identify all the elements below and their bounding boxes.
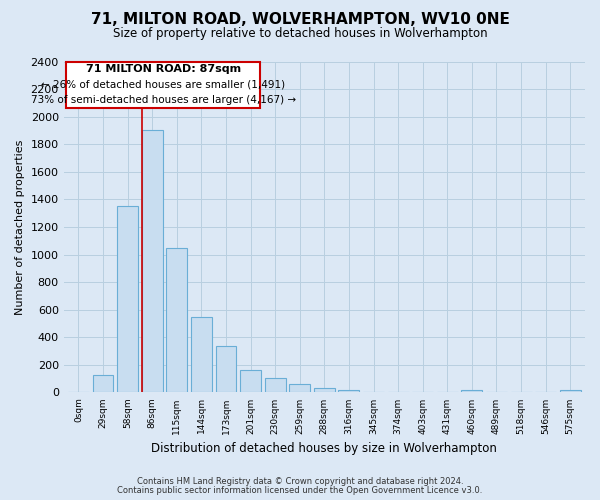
Text: Contains public sector information licensed under the Open Government Licence v3: Contains public sector information licen… [118,486,482,495]
Bar [461,390,482,392]
Text: ← 26% of detached houses are smaller (1,491): ← 26% of detached houses are smaller (1,… [41,80,286,90]
FancyBboxPatch shape [66,62,260,108]
Text: 71 MILTON ROAD: 87sqm: 71 MILTON ROAD: 87sqm [86,64,241,74]
Bar [314,388,335,392]
Bar [289,384,310,392]
Bar [338,390,359,392]
Bar [215,346,236,393]
Text: Contains HM Land Registry data © Crown copyright and database right 2024.: Contains HM Land Registry data © Crown c… [137,477,463,486]
Bar [191,316,212,392]
Text: 71, MILTON ROAD, WOLVERHAMPTON, WV10 0NE: 71, MILTON ROAD, WOLVERHAMPTON, WV10 0NE [91,12,509,28]
Bar [265,378,286,392]
Bar [142,130,163,392]
Text: 73% of semi-detached houses are larger (4,167) →: 73% of semi-detached houses are larger (… [31,94,296,104]
Text: Size of property relative to detached houses in Wolverhampton: Size of property relative to detached ho… [113,28,487,40]
X-axis label: Distribution of detached houses by size in Wolverhampton: Distribution of detached houses by size … [151,442,497,455]
Bar [560,390,581,392]
Bar [166,248,187,392]
Bar [240,370,261,392]
Bar [117,206,138,392]
Y-axis label: Number of detached properties: Number of detached properties [15,140,25,314]
Bar [92,375,113,392]
